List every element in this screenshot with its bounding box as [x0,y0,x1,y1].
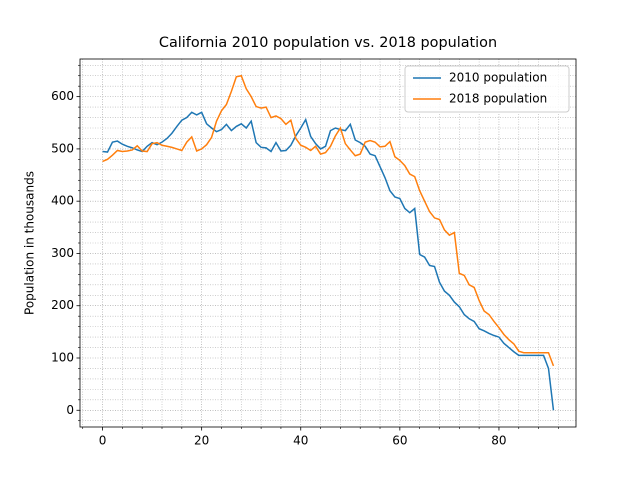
x-tick-label: 60 [392,434,407,448]
y-tick-label: 600 [51,89,74,103]
plot-frame [79,58,577,428]
x-tick-label: 0 [99,434,107,448]
chart-title: California 2010 population vs. 2018 popu… [159,35,497,51]
legend-label: 2010 population [449,71,547,85]
y-tick-label: 400 [51,194,74,208]
y-tick-label: 0 [66,403,74,417]
y-tick-label: 200 [51,298,74,312]
data-line [102,111,555,411]
y-axis-label: Population in thousands [23,171,37,315]
x-tick-label: 80 [491,434,506,448]
x-tick-label: 40 [293,434,308,448]
legend-box [404,65,570,113]
y-tick-label: 300 [51,246,74,260]
data-line [102,74,555,367]
legend-label: 2018 population [449,92,547,106]
y-tick-label: 500 [51,141,74,155]
legend: 2010 population 2018 population [404,65,570,113]
x-tick-label: 20 [194,434,209,448]
y-tick-label: 100 [51,351,74,365]
